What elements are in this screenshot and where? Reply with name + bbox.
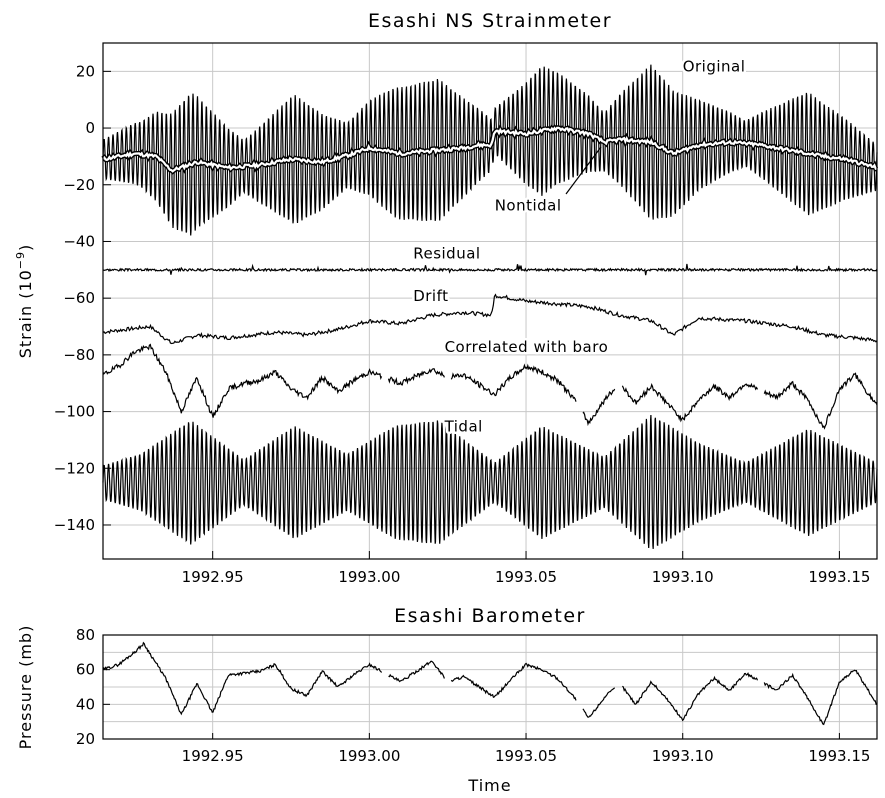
baro-xtick-label: 1993.15 xyxy=(808,747,870,765)
annotation-halo: Original xyxy=(683,57,746,75)
baro-ytick-label: 80 xyxy=(76,626,95,644)
annotation-halo: Correlated with baro xyxy=(445,338,609,356)
strain-ytick-label: −20 xyxy=(63,176,95,194)
barometer-title: Esashi Barometer xyxy=(394,605,586,627)
annotation-label: Correlated with baro xyxy=(445,338,609,356)
strain-xtick-label: 1993.00 xyxy=(338,568,400,586)
strain-ytick-label: −80 xyxy=(63,346,95,364)
barometer-panel: Esashi Barometer 1992.95 1993.00 1993.05 19… xyxy=(16,605,878,795)
barometer-series xyxy=(102,641,877,726)
strainmeter-series xyxy=(101,64,879,549)
series-nontidal xyxy=(102,126,878,173)
annotation-halo: Drift xyxy=(413,287,448,305)
series-residual xyxy=(102,263,878,276)
strain-xtick-label: 1993.05 xyxy=(495,568,557,586)
strainmeter-ticks: 1992.95 1993.00 1993.05 1993.10 1993.15 20 0 −2… xyxy=(54,62,871,586)
annotation-label: Residual xyxy=(413,244,480,262)
strainmeter-annotations: OriginalOriginalNontidalNontidalResidual… xyxy=(411,55,748,438)
baro-ytick-label: 40 xyxy=(76,695,95,713)
strain-xtick-label: 1992.95 xyxy=(182,568,244,586)
annotation-halo: Tidal xyxy=(444,417,483,435)
strain-xtick-label: 1993.15 xyxy=(808,568,870,586)
baro-xtick-label: 1993.05 xyxy=(495,747,557,765)
annotation-label: Nontidal xyxy=(495,196,562,214)
baro-xtick-label: 1992.95 xyxy=(182,747,244,765)
series-tidal xyxy=(102,414,878,549)
series-drift xyxy=(102,293,878,345)
strain-xtick-label: 1993.10 xyxy=(652,568,714,586)
strainmeter-panel: Esashi NS Strainmeter OriginalOriginalNo… xyxy=(14,10,879,586)
strain-ytick-label: 20 xyxy=(76,62,95,80)
strain-ytick-label: −100 xyxy=(54,403,95,421)
strain-ytick-label: −140 xyxy=(54,516,95,534)
annotation-halo: Nontidal xyxy=(495,196,562,214)
barometer-xlabel: Time xyxy=(467,776,511,795)
annotation-label: Tidal xyxy=(444,417,483,435)
baro-xtick-label: 1993.00 xyxy=(338,747,400,765)
baro-ytick-label: 60 xyxy=(76,661,95,679)
nontidal-pointer xyxy=(565,146,602,195)
annotation-halo: Residual xyxy=(413,244,480,262)
baro-ytick-label: 20 xyxy=(76,730,95,748)
series-original xyxy=(102,64,878,236)
strainmeter-title: Esashi NS Strainmeter xyxy=(368,10,612,32)
strain-ytick-label: −120 xyxy=(54,459,95,477)
barometer-ticks: 1992.95 1993.00 1993.05 1993.10 1993.15 80 60 4… xyxy=(76,626,871,765)
strain-ytick-label: −60 xyxy=(63,289,95,307)
annotation-label: Original xyxy=(683,57,746,75)
strainmeter-ylabel: Strain (10−9) xyxy=(14,244,35,359)
strainmeter-frame xyxy=(102,42,878,560)
strain-ytick-label: 0 xyxy=(85,119,95,137)
baro-xtick-label: 1993.10 xyxy=(652,747,714,765)
barometer-grid xyxy=(103,634,877,740)
strain-ytick-label: −40 xyxy=(63,232,95,250)
barometer-ylabel: Pressure (mb) xyxy=(16,625,35,750)
annotation-label: Drift xyxy=(413,287,448,305)
barometer-frame xyxy=(102,634,878,740)
series-correlated-with-baro xyxy=(102,343,878,430)
series-pressure xyxy=(102,641,877,726)
